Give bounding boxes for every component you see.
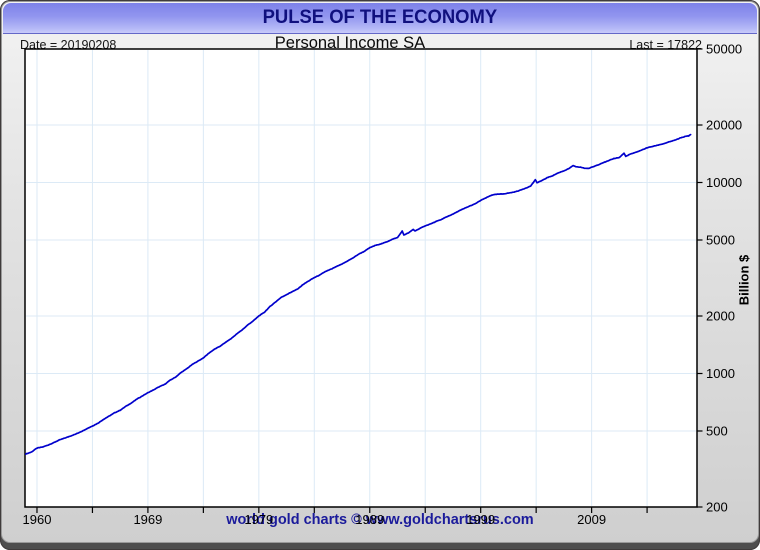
y-tick-label: 10000 [706, 175, 742, 190]
y-tick-label: 50000 [706, 42, 742, 57]
y-tick-label: 500 [706, 423, 728, 438]
x-tick-label: 1999 [466, 512, 495, 527]
y-tick-label: 20000 [706, 118, 742, 133]
y-tick-label: 5000 [706, 232, 735, 247]
y-tick-label: 200 [706, 500, 728, 515]
title-bar: PULSE OF THE ECONOMY [3, 3, 757, 34]
x-tick-label: 1960 [23, 512, 52, 527]
plot-border [24, 48, 698, 508]
x-tick-label: 1979 [244, 512, 273, 527]
y-tick-label: 1000 [706, 366, 735, 381]
plot-background [25, 49, 697, 507]
x-tick-label: 1969 [133, 512, 162, 527]
x-tick-label: 2009 [577, 512, 606, 527]
x-tick-label: 1989 [355, 512, 384, 527]
chart-title: Personal Income SA [274, 34, 426, 52]
y-tick-label: 2000 [706, 309, 735, 324]
title-text: PULSE OF THE ECONOMY [262, 7, 498, 28]
footer-credit: world gold charts © www.goldchartsrus.co… [226, 512, 534, 528]
personal-income-line [25, 133, 692, 455]
